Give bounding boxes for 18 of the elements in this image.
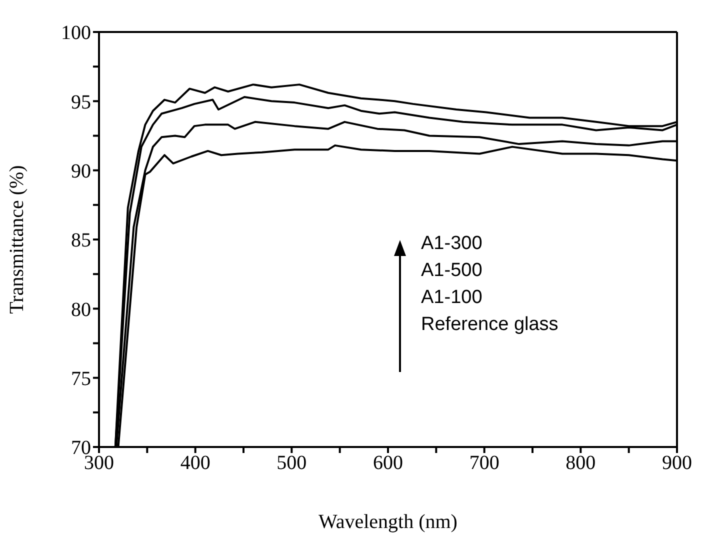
y-tick-label: 100 <box>61 22 91 44</box>
x-axis-title: Wavelength (nm) <box>318 511 458 533</box>
y-tick-label: 80 <box>71 298 91 321</box>
annotation: A1-300 <box>421 232 484 256</box>
y-tick-label: 90 <box>71 160 91 182</box>
x-tick-label: 800 <box>566 452 596 474</box>
y-tick-label: 75 <box>71 368 91 390</box>
x-tick-label: 400 <box>180 452 210 474</box>
x-tick-label: 700 <box>469 452 500 474</box>
y-axis-title: Transmittance (%) <box>6 165 28 314</box>
x-tick-label: 500 <box>276 452 307 474</box>
x-tick-label: 600 <box>373 452 403 474</box>
annotation: A1-500 <box>421 259 484 283</box>
annotation: Reference glass <box>421 313 558 337</box>
y-tick-label: 85 <box>71 230 91 252</box>
y-tick-label: 95 <box>71 91 91 114</box>
annotation: A1-100 <box>421 286 484 310</box>
x-tick-label: 900 <box>662 452 692 474</box>
